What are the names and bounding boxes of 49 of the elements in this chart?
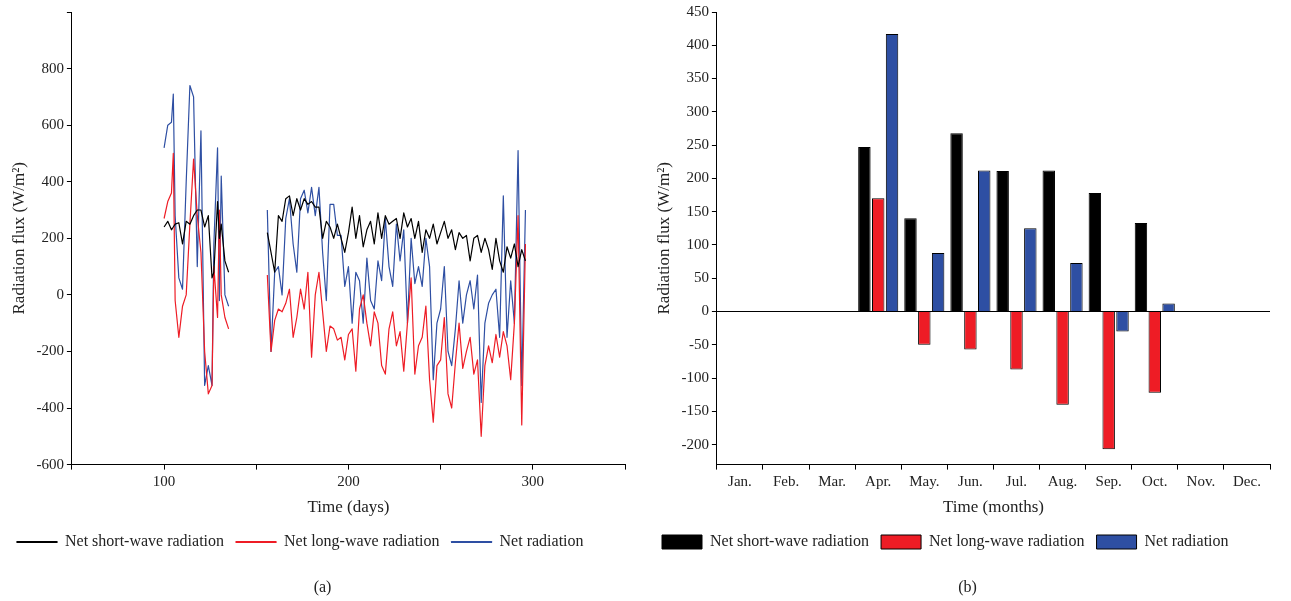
y-tick-label: 50 [693,269,709,286]
y-tick-label: -400 [36,398,64,415]
y-tick-label: 100 [686,235,709,252]
x-tick-label: Feb. [772,472,800,489]
x-tick-label: 100 [152,472,176,489]
text: (b) [958,578,977,597]
y-tick-label: 600 [41,116,64,133]
y-tick-label: 450 [686,2,709,19]
x-tick-label: 300 [521,472,545,489]
x-tick-label: Aug. [1047,472,1078,489]
y-tick-label: 0 [701,302,709,319]
y-tick-label: 350 [686,69,709,86]
y-tick-label: -600 [36,455,64,472]
x-tick-label: Jan. [728,472,752,489]
legend-label: Net radiation [499,532,584,550]
y-tick-label: 200 [686,169,709,186]
legend-label: Net short-wave radiation [710,532,870,550]
x-tick-label: Apr. [865,472,892,489]
text: (a) [313,578,332,597]
y-tick-label: 400 [41,172,64,189]
y-axis-title: Radiation flux (W/m²) [653,162,673,315]
y-tick-label: 0 [56,285,64,302]
y-tick-label: -200 [36,342,64,359]
legend-label: Net long-wave radiation [929,532,1085,551]
y-tick-label: 200 [41,229,64,246]
y-tick-label: -150 [681,402,709,419]
y-tick-label: -50 [688,335,709,352]
y-tick-label: 400 [686,36,709,53]
x-tick-label: May. [909,472,940,489]
x-axis-title: Time (days) [307,497,390,517]
legend-label: Net radiation [1144,532,1229,550]
y-tick-label: 800 [41,59,64,76]
x-tick-label: Jul. [1005,472,1028,489]
x-tick-label: Sep. [1095,472,1122,489]
y-tick-label: 300 [686,102,709,119]
legend-label: Net short-wave radiation [65,532,225,550]
x-tick-label: 200 [337,472,360,489]
x-tick-label: Jun. [958,472,983,489]
x-tick-label: Mar. [818,472,847,489]
y-axis-title: Radiation flux (W/m²) [8,162,28,315]
x-axis-title: Time (months) [942,497,1044,517]
y-tick-label: -200 [681,435,709,452]
x-tick-label: Oct. [1142,472,1168,489]
y-tick-label: 250 [686,136,709,153]
legend-label: Net long-wave radiation [284,532,440,551]
x-tick-label: Nov. [1186,472,1216,489]
x-tick-label: Dec. [1233,472,1261,489]
y-tick-label: -100 [681,369,709,386]
y-tick-label: 150 [686,202,709,219]
